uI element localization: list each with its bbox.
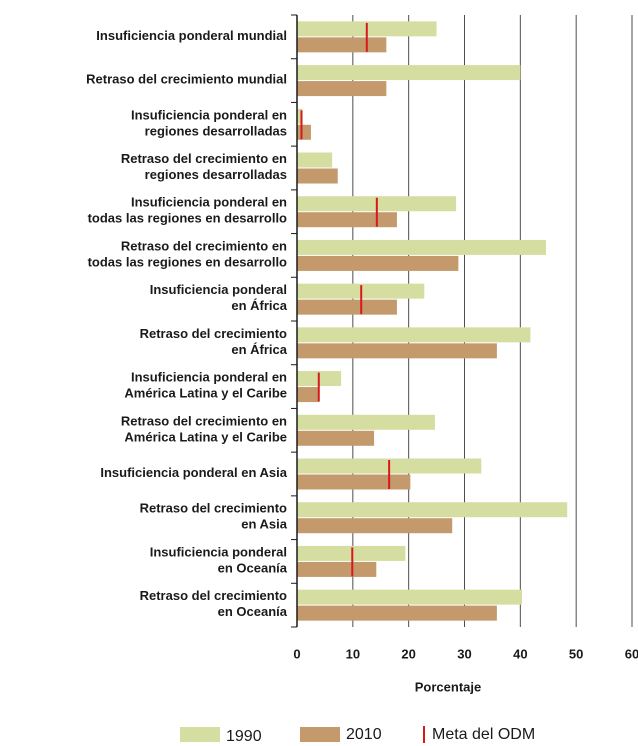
category-label-line: en África [231, 342, 287, 357]
legend-label: 2010 [346, 726, 382, 743]
bar [297, 387, 319, 403]
category-label: Insuficiencia ponderal en Oceanía [150, 545, 288, 576]
x-tick-label: 10 [346, 646, 360, 661]
category-label-line: Insuficiencia ponderal mundial [96, 28, 287, 43]
x-tick-label: 20 [401, 646, 415, 661]
bar [297, 255, 459, 271]
category-label-line: Insuficiencia ponderal en Asia [100, 465, 287, 480]
category-label-line: Insuficiencia ponderal [150, 545, 287, 560]
bar [297, 152, 333, 168]
legend-label: 1990 [226, 728, 262, 745]
bar [297, 502, 568, 518]
bar [297, 430, 375, 446]
bar [297, 108, 303, 124]
x-tick-label: 60 [625, 646, 638, 661]
legend-swatch [300, 727, 340, 742]
category-label-line: en Asia [241, 517, 288, 532]
category-label: Insuficiencia ponderal en regiones desarr… [131, 108, 287, 139]
category-label: Insuficiencia ponderal mundial [96, 28, 287, 43]
category-label-line: Retraso del crecimiento en [121, 239, 287, 254]
category-label: Insuficiencia ponderal en Asia [100, 465, 287, 480]
bar [297, 605, 497, 621]
bar [297, 168, 338, 184]
category-label: Insuficiencia ponderal en América Latina … [124, 370, 287, 401]
bar [297, 414, 435, 430]
category-label-line: Retraso del crecimiento en [121, 414, 287, 429]
category-label: Retraso del crecimiento en Oceanía [140, 589, 288, 620]
category-label-line: Retraso del crecimiento mundial [86, 72, 287, 87]
bar [297, 327, 531, 343]
bar [297, 589, 523, 605]
x-tick-label: 30 [457, 646, 471, 661]
bar [297, 124, 311, 140]
category-label-line: Insuficiencia ponderal en [131, 108, 287, 123]
category-label-line: regiones desarrolladas [145, 124, 287, 139]
bar [297, 239, 547, 255]
category-label-line: Insuficiencia ponderal en [131, 370, 287, 385]
bar [297, 474, 411, 490]
category-label-line: América Latina y el Caribe [124, 430, 287, 445]
x-tick-label: 0 [293, 646, 300, 661]
category-label: Insuficiencia ponderal en África [150, 283, 288, 314]
category-label-line: en Oceanía [218, 605, 288, 620]
category-label: Retraso del crecimiento en América Latina… [121, 414, 287, 445]
bar [297, 545, 406, 561]
category-label: Retraso del crecimiento en regiones desar… [121, 151, 287, 182]
category-label-line: Retraso del crecimiento [140, 501, 287, 516]
x-tick-label: 40 [513, 646, 527, 661]
category-label-line: en Oceanía [218, 561, 288, 576]
category-label-line: en África [231, 299, 287, 314]
x-axis-label: Porcentaje [415, 679, 481, 694]
bar [297, 212, 397, 228]
category-label: Retraso del crecimiento en todas las regi… [88, 239, 287, 270]
bar [297, 518, 453, 534]
bar [297, 65, 521, 81]
bar [297, 299, 397, 315]
bar [297, 343, 497, 359]
category-label-line: Retraso del crecimiento [140, 589, 287, 604]
category-label-line: Insuficiencia ponderal en [131, 195, 287, 210]
category-label: Insuficiencia ponderal en todas las regio… [88, 195, 287, 226]
category-label: Retraso del crecimiento mundial [86, 72, 287, 87]
category-label-line: América Latina y el Caribe [124, 386, 287, 401]
bar [297, 561, 377, 577]
category-label: Retraso del crecimiento en Asia [140, 501, 288, 532]
bar [297, 37, 387, 53]
category-label: Retraso del crecimiento en África [140, 326, 288, 357]
category-label-line: todas las regiones en desarrollo [88, 255, 287, 270]
category-label-line: Retraso del crecimiento en [121, 151, 287, 166]
legend-label: Meta del ODM [432, 726, 535, 743]
category-label-line: todas las regiones en desarrollo [88, 211, 287, 226]
legend-swatch [180, 727, 220, 742]
category-label-line: Insuficiencia ponderal [150, 283, 287, 298]
x-tick-label: 50 [569, 646, 583, 661]
bar [297, 81, 387, 97]
category-label-line: regiones desarrolladas [145, 167, 287, 182]
category-label-line: Retraso del crecimiento [140, 326, 287, 341]
